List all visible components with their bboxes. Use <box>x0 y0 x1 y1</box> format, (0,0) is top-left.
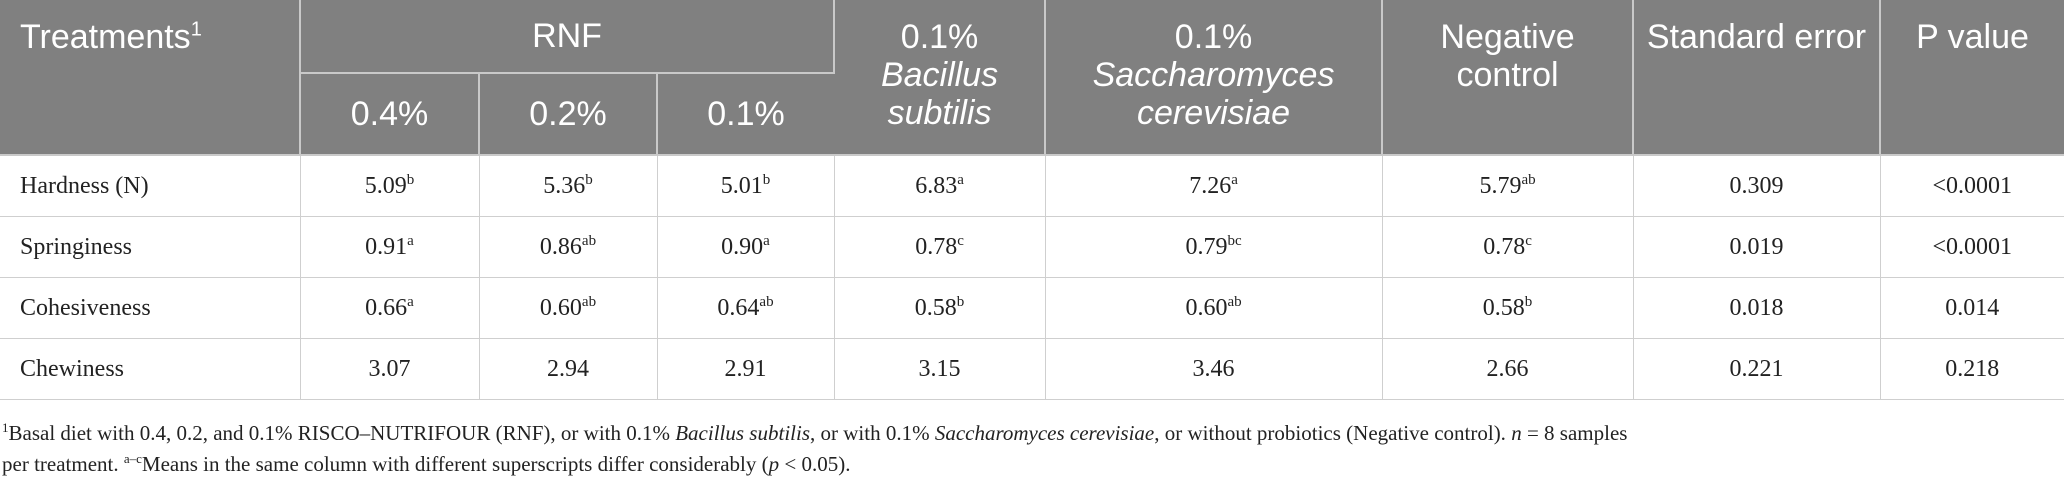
table-cell: 3.46 <box>1045 338 1383 400</box>
row-label: Springiness <box>0 216 301 278</box>
table-cell: 0.60ab <box>479 277 658 339</box>
table-cell: 7.26a <box>1045 155 1383 217</box>
table-cell: 0.78c <box>834 216 1046 278</box>
table-cell: <0.0001 <box>1880 155 2065 217</box>
header-p-value: P value <box>1880 0 2065 156</box>
table-cell: 2.94 <box>479 338 658 400</box>
table-cell: 2.66 <box>1382 338 1634 400</box>
table-row: Cohesiveness 0.66a 0.60ab 0.64ab 0.58b 0… <box>0 277 2065 339</box>
header-rnf-level: 0.1% <box>657 73 835 156</box>
table-cell: 2.91 <box>657 338 835 400</box>
table-cell: 0.58b <box>1382 277 1634 339</box>
table-cell: 0.79bc <box>1045 216 1383 278</box>
table-cell: 6.83a <box>834 155 1046 217</box>
table-cell: 5.09b <box>300 155 480 217</box>
results-table: Treatments1 RNF 0.1% Bacillus subtilis 0.… <box>0 0 2065 400</box>
header-rnf-level: 0.4% <box>300 73 480 156</box>
header-rnf-level: 0.2% <box>479 73 658 156</box>
table-row: Hardness (N) 5.09b 5.36b 5.01b 6.83a 7.2… <box>0 155 2065 217</box>
table-footnote: 1Basal diet with 0.4, 0.2, and 0.1% RISC… <box>0 418 2068 480</box>
table-cell: 3.15 <box>834 338 1046 400</box>
table-cell: 0.86ab <box>479 216 658 278</box>
table-cell: 0.58b <box>834 277 1046 339</box>
header-bacillus-subtilis: 0.1% Bacillus subtilis <box>834 0 1047 156</box>
table-cell: 0.218 <box>1880 338 2065 400</box>
table-cell: 0.64ab <box>657 277 835 339</box>
table-cell: 0.60ab <box>1045 277 1383 339</box>
header-rnf: RNF <box>300 0 836 74</box>
row-label: Cohesiveness <box>0 277 301 339</box>
footnote-line-1: 1Basal diet with 0.4, 0.2, and 0.1% RISC… <box>2 420 1628 445</box>
row-label: Hardness (N) <box>0 155 301 217</box>
row-label: Chewiness <box>0 338 301 400</box>
table-cell: 0.018 <box>1633 277 1881 339</box>
table-cell: 0.66a <box>300 277 480 339</box>
table-body: Hardness (N) 5.09b 5.36b 5.01b 6.83a 7.2… <box>0 155 2065 400</box>
table-cell: 5.01b <box>657 155 835 217</box>
footnote-line-2: per treatment. a–cMeans in the same colu… <box>2 451 851 476</box>
header-saccharomyces-cerevisiae: 0.1% Saccharomyces cerevisiae <box>1045 0 1384 156</box>
table-cell: 0.91a <box>300 216 480 278</box>
table-cell: 0.309 <box>1633 155 1881 217</box>
table-row: Chewiness 3.07 2.94 2.91 3.15 3.46 2.66 … <box>0 338 2065 400</box>
table-cell: 3.07 <box>300 338 480 400</box>
table-cell: 0.221 <box>1633 338 1881 400</box>
table-cell: 0.90a <box>657 216 835 278</box>
footnote-marker: 1 <box>190 18 202 41</box>
header-standard-error: Standard error <box>1633 0 1882 156</box>
header-negative-control: Negative control <box>1382 0 1635 156</box>
table-row: Springiness 0.91a 0.86ab 0.90a 0.78c 0.7… <box>0 216 2065 278</box>
table-cell: 0.78c <box>1382 216 1634 278</box>
table-cell: 5.36b <box>479 155 658 217</box>
header-treatments: Treatments1 <box>0 0 301 156</box>
table-cell: 0.019 <box>1633 216 1881 278</box>
table-cell: 0.014 <box>1880 277 2065 339</box>
table-cell: <0.0001 <box>1880 216 2065 278</box>
table-cell: 5.79ab <box>1382 155 1634 217</box>
